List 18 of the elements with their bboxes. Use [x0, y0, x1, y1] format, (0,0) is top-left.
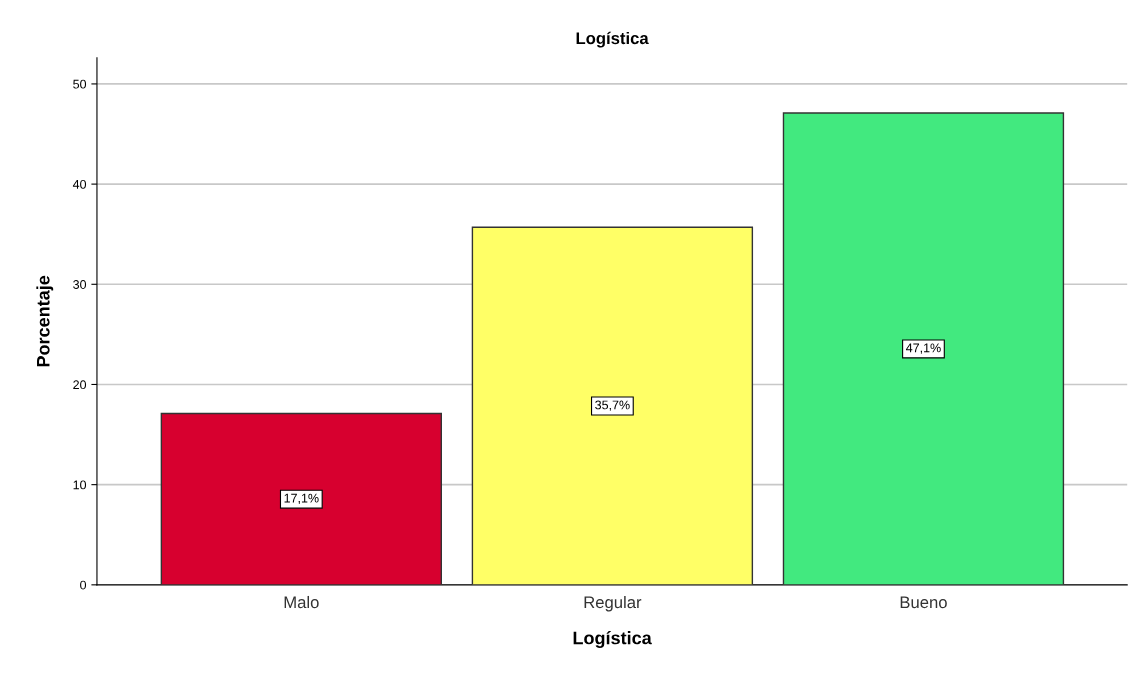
bar	[782, 112, 1065, 585]
y-tick-label: 0	[80, 580, 87, 590]
data-label: 47,1%	[906, 343, 941, 354]
y-tick-label: 20	[73, 380, 87, 390]
data-label: 17,1%	[284, 493, 319, 505]
y-tick-label: 50	[73, 79, 87, 89]
x-tick-label: Bueno	[900, 596, 947, 609]
data-label: 35,7%	[595, 400, 630, 411]
y-axis-title: Porcentaje	[36, 275, 54, 367]
x-axis-title: Logística	[573, 630, 652, 648]
x-tick-label: Malo	[284, 595, 319, 609]
bar	[160, 412, 442, 585]
chart-title: Logística	[576, 31, 649, 48]
y-tick-label: 40	[72, 179, 87, 189]
y-tick-label: 10	[73, 480, 87, 490]
y-tick-label: 30	[73, 280, 87, 289]
bar	[471, 226, 754, 585]
x-tick-label: Regular	[584, 595, 642, 612]
